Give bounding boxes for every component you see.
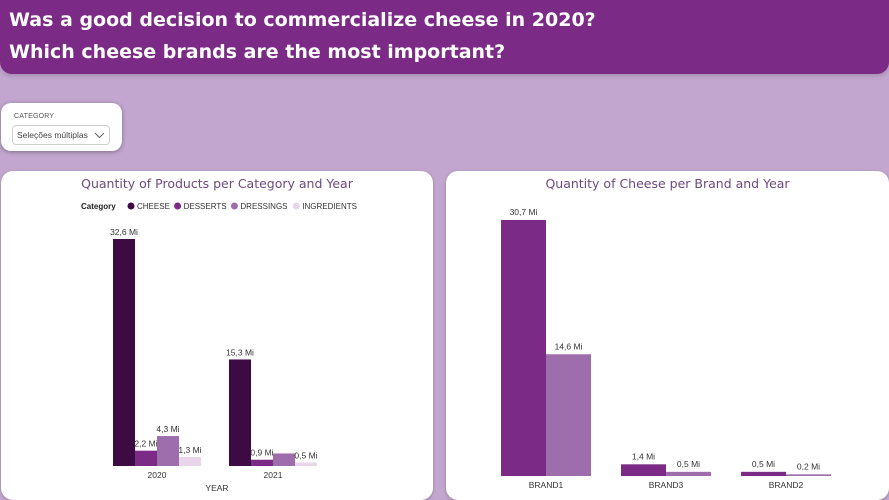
data-label: 32,6 Mi xyxy=(110,227,138,237)
bar[interactable] xyxy=(113,239,135,466)
data-label: 1,4 Mi xyxy=(632,451,655,461)
bar[interactable] xyxy=(251,459,273,466)
cheese-by-brand-chart: Quantity of Cheese per Brand and Year 30… xyxy=(446,171,889,500)
data-label: 14,6 Mi xyxy=(555,341,583,351)
bar[interactable] xyxy=(229,359,251,466)
bar[interactable] xyxy=(295,462,317,466)
slicer-label: CATEGORY xyxy=(14,113,55,120)
report-header: Was a good decision to commercialize che… xyxy=(0,0,889,74)
bar[interactable] xyxy=(786,474,831,476)
header-title-line2: Which cheese brands are the most importa… xyxy=(9,41,506,63)
products-by-category-chart: Quantity of Products per Category and Ye… xyxy=(1,171,433,500)
data-label: 30,7 Mi xyxy=(510,207,538,217)
legend-marker xyxy=(292,202,300,210)
data-label: 4,3 Mi xyxy=(156,424,179,434)
category-dropdown[interactable]: Seleções múltiplas xyxy=(12,125,110,145)
data-label: 0,9 Mi xyxy=(250,448,273,458)
data-label: 0,5 Mi xyxy=(752,459,775,469)
chart2-plot: 30,7 Mi 14,6 Mi BRAND1 1,4 Mi 0,5 Mi BRAND3 0,… xyxy=(501,207,831,490)
header-title-line1: Was a good decision to commercialize che… xyxy=(9,9,596,31)
legend-entry[interactable]: DRESSINGS xyxy=(240,202,287,211)
bar[interactable] xyxy=(666,471,711,476)
legend-entry[interactable]: DESSERTS xyxy=(184,202,227,211)
bar[interactable] xyxy=(501,220,546,476)
chart1-title: Quantity of Products per Category and Ye… xyxy=(81,176,353,191)
legend-marker xyxy=(174,202,182,210)
dropdown-value: Seleções múltiplas xyxy=(17,130,88,140)
x-tick-label: 2020 xyxy=(148,470,167,480)
data-label: 0,5 Mi xyxy=(294,451,317,461)
data-label: 0,2 Mi xyxy=(797,461,820,471)
bar[interactable] xyxy=(135,450,157,466)
legend-entry[interactable]: INGREDIENTS xyxy=(302,202,357,211)
x-tick-label: BRAND1 xyxy=(529,480,564,490)
legend-marker xyxy=(230,202,238,210)
legend-title: Category xyxy=(81,202,116,211)
chevron-down-icon xyxy=(94,132,105,139)
category-slicer: CATEGORY Seleções múltiplas xyxy=(1,103,122,151)
chart2-title: Quantity of Cheese per Brand and Year xyxy=(545,176,790,191)
bar[interactable] xyxy=(621,464,666,476)
chart1-plot: Category CHEESE DESSERTS DRESSINGS INGREDIEN… xyxy=(81,202,357,493)
bar[interactable] xyxy=(179,456,201,466)
bar[interactable] xyxy=(273,453,295,466)
data-label: 15,3 Mi xyxy=(226,347,254,357)
x-tick-label: BRAND2 xyxy=(769,480,804,490)
x-tick-label: 2021 xyxy=(264,470,283,480)
data-label: 0,5 Mi xyxy=(677,459,700,469)
x-tick-label: BRAND3 xyxy=(649,480,684,490)
x-axis-title: YEAR xyxy=(205,483,228,493)
bar[interactable] xyxy=(546,354,591,476)
bar[interactable] xyxy=(157,436,179,466)
legend-marker xyxy=(127,202,135,210)
data-label: 1,3 Mi xyxy=(178,445,201,455)
data-label: 2,2 Mi xyxy=(134,439,157,449)
bar[interactable] xyxy=(741,471,786,476)
legend-entry[interactable]: CHEESE xyxy=(137,202,170,211)
